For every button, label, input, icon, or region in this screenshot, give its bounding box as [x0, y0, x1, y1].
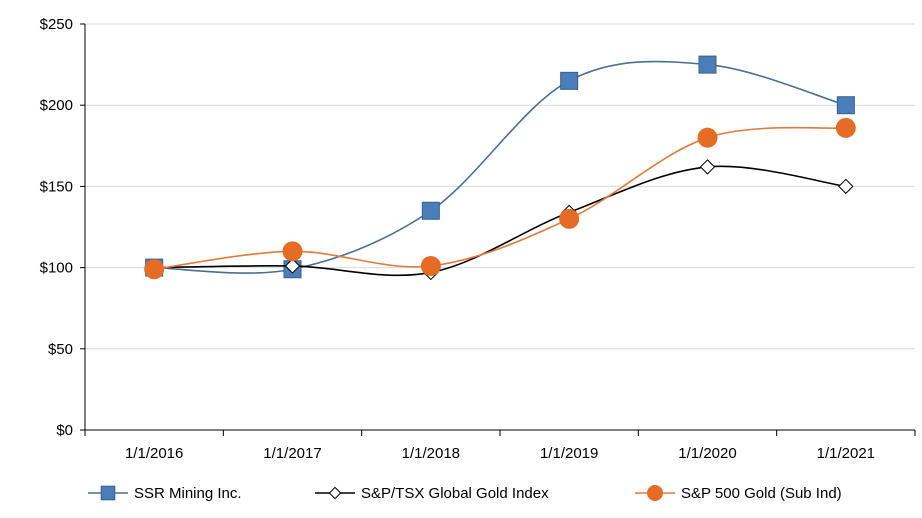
x-tick-label-4: 1/1/2020	[678, 445, 736, 462]
series-line-s-p-tsx-global-gold-index	[154, 165, 846, 277]
point-s-p-500-gold-sub-ind-1	[282, 241, 303, 262]
point-s-p-500-gold-sub-ind-2	[420, 255, 441, 276]
legend: SSR Mining Inc. S&P/TSX Global Gold Index…	[88, 485, 842, 502]
x-tick-label-3: 1/1/2019	[540, 445, 598, 462]
series-s-p-tsx-global-gold-index	[146, 159, 854, 281]
x-tick-label-5: 1/1/2021	[817, 445, 875, 462]
x-tick-label-1: 1/1/2017	[263, 445, 321, 462]
point-ssr-mining-inc-5	[836, 96, 855, 115]
point-ssr-mining-inc-3	[560, 71, 579, 90]
legend-item-ssr-mining-inc: SSR Mining Inc.	[88, 485, 242, 502]
legend-marker-2	[647, 485, 663, 501]
y-tick-label-250: $250	[40, 16, 73, 33]
series-ssr-mining-inc	[145, 55, 855, 279]
point-s-p-tsx-global-gold-index-4	[699, 159, 716, 175]
y-tick-label-0: $0	[56, 422, 73, 439]
point-s-p-500-gold-sub-ind-4	[697, 127, 718, 148]
legend-label-2: S&P 500 Gold (Sub Ind)	[681, 485, 842, 502]
x-tick-label-0: 1/1/2016	[125, 445, 183, 462]
series-line-s-p-500-gold-sub-ind	[154, 126, 846, 271]
legend-marker-0	[100, 485, 116, 501]
series-group	[144, 55, 856, 281]
y-tick-label-50: $50	[48, 341, 73, 358]
y-tick-label-200: $200	[40, 97, 73, 114]
y-tick-label-100: $100	[40, 260, 73, 277]
legend-label-1: S&P/TSX Global Gold Index	[361, 485, 549, 502]
legend-marker-1	[328, 486, 342, 500]
legend-label-0: SSR Mining Inc.	[134, 485, 242, 502]
point-s-p-500-gold-sub-ind-3	[559, 208, 580, 229]
point-ssr-mining-inc-2	[421, 201, 440, 220]
axes	[80, 23, 916, 436]
x-tick-labels: 1/1/2016 1/1/2017 1/1/2018 1/1/2019 1/1/2020…	[125, 445, 875, 462]
point-s-p-500-gold-sub-ind-5	[835, 117, 856, 138]
point-s-p-tsx-global-gold-index-1	[284, 258, 301, 274]
point-s-p-500-gold-sub-ind-0	[144, 259, 165, 280]
y-tick-labels: $0 $50 $100 $150 $200 $250	[40, 16, 73, 439]
legend-item-s-p-tsx-global-gold-index: S&P/TSX Global Gold Index	[315, 485, 549, 502]
point-s-p-tsx-global-gold-index-5	[838, 178, 854, 195]
x-tick-label-2: 1/1/2018	[402, 445, 460, 462]
series-s-p-500-gold-sub-ind	[144, 117, 856, 280]
legend-item-s-p-500-gold-sub-ind: S&P 500 Gold (Sub Ind)	[635, 485, 842, 502]
point-ssr-mining-inc-4	[698, 55, 717, 74]
gridlines	[85, 23, 915, 350]
y-tick-label-150: $150	[40, 178, 73, 195]
